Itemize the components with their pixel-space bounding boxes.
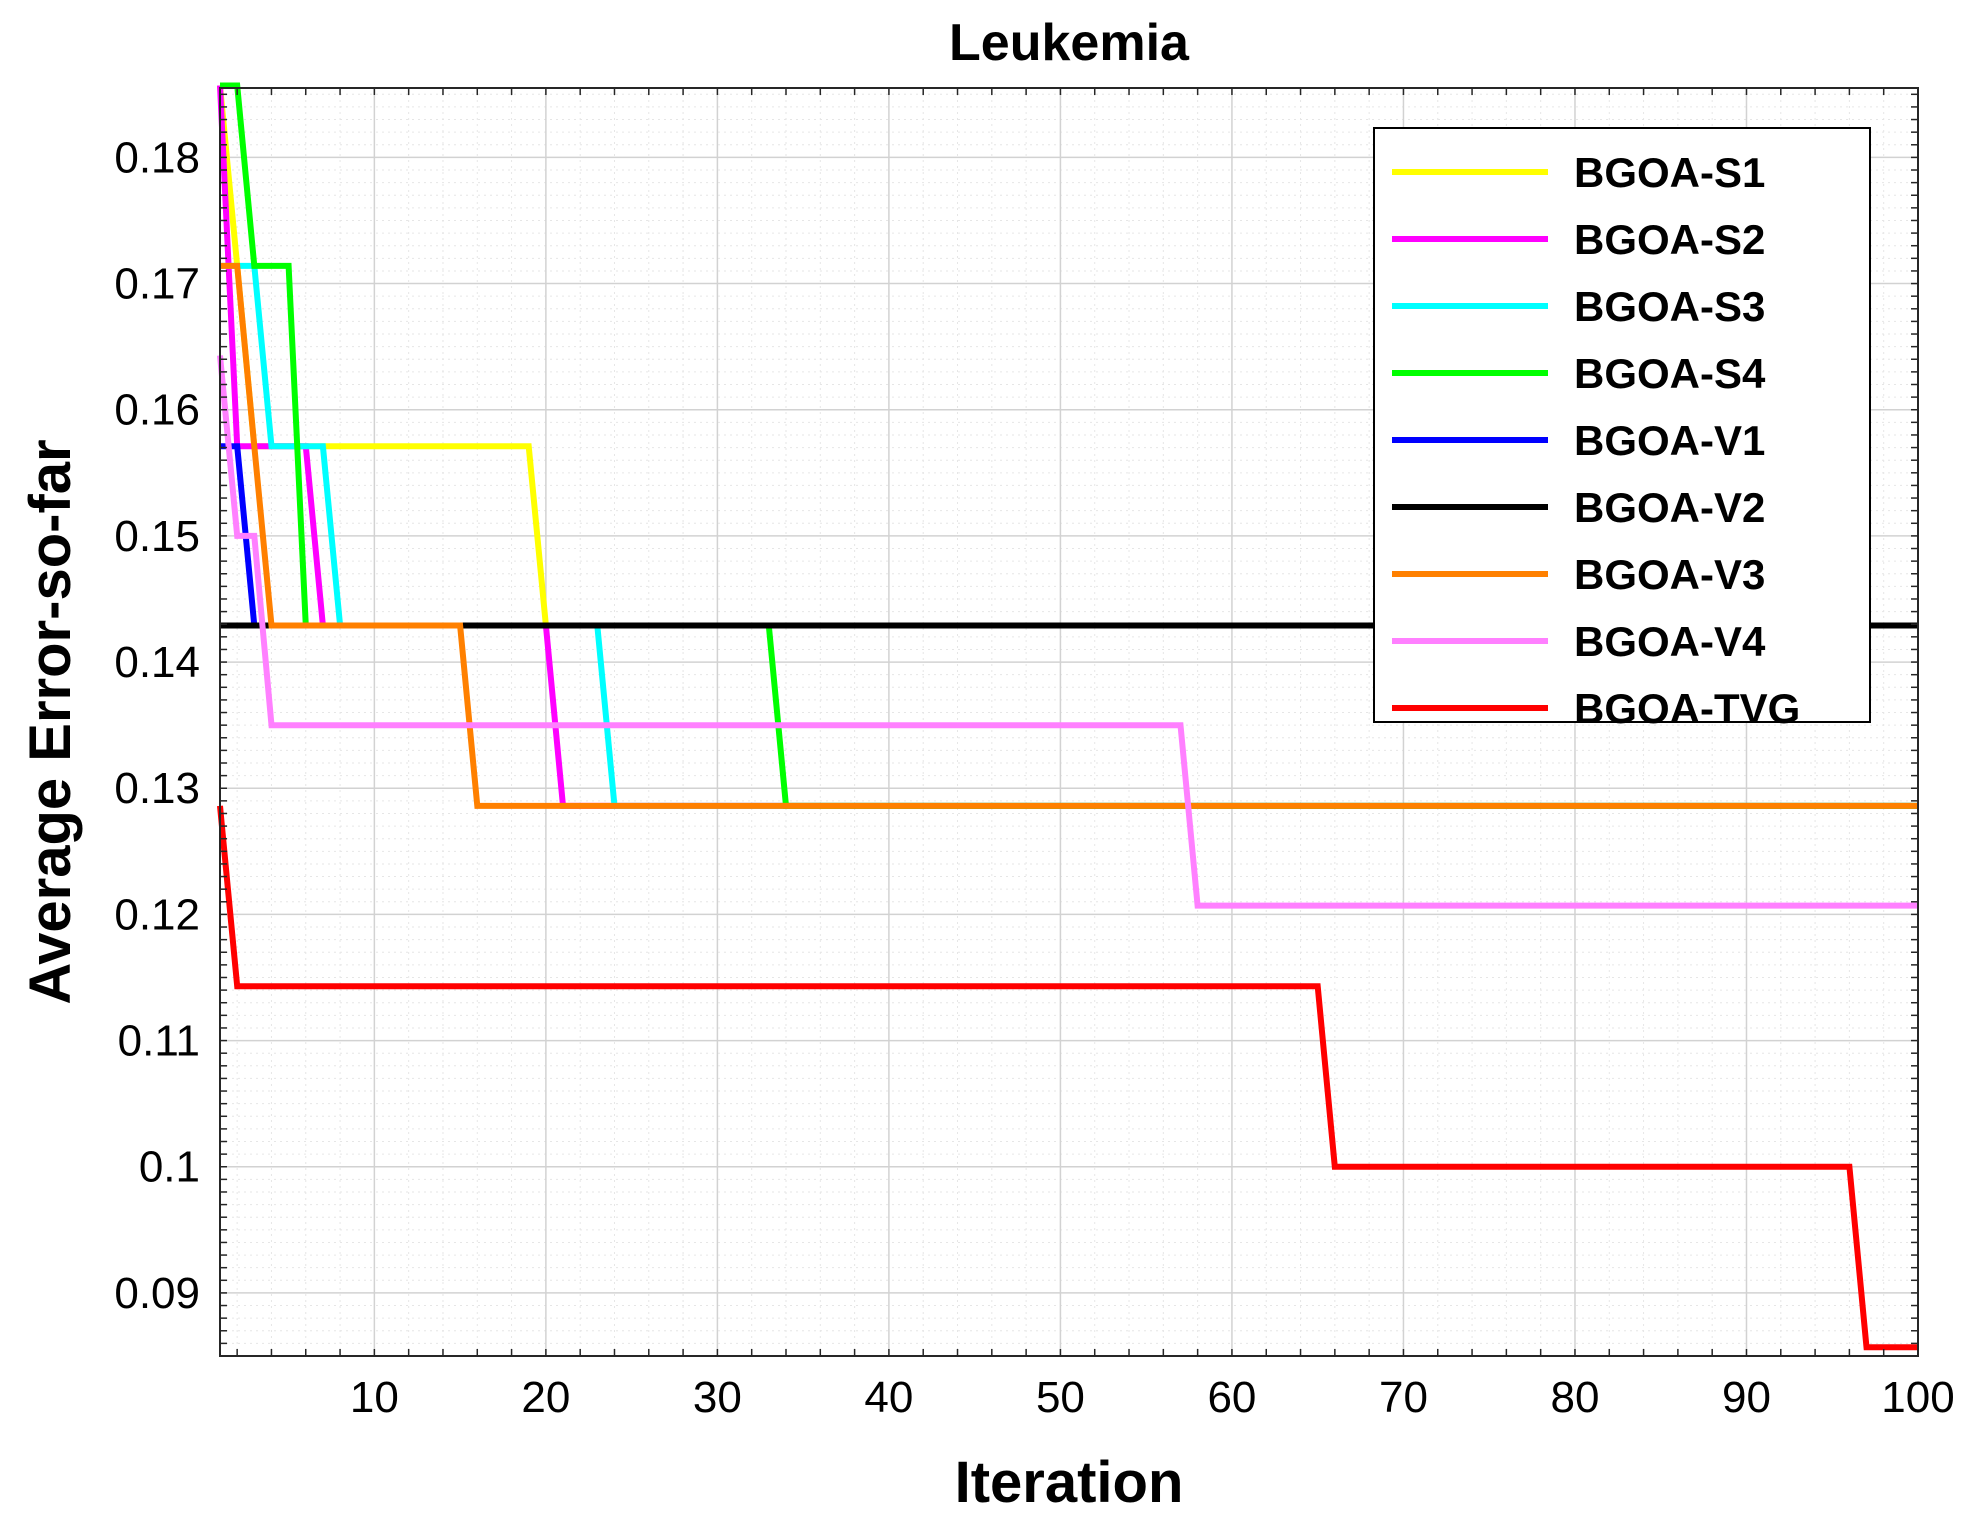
y-tick-label: 0.13 [114, 764, 200, 813]
legend-label-bgoa-v3: BGOA-V3 [1574, 551, 1765, 598]
x-tick-label: 80 [1550, 1373, 1599, 1422]
y-tick-label: 0.17 [114, 260, 200, 309]
y-tick-label: 0.1 [139, 1143, 200, 1192]
x-tick-label: 20 [521, 1373, 570, 1422]
legend: BGOA-S1 BGOA-S2 BGOA-S3 BGOA-S4 BGOA-V1 BGOA-… [1373, 127, 1871, 732]
series-line-bgoa-s3 [220, 262, 1918, 809]
chart-title: Leukemia [949, 14, 1190, 72]
legend-label-bgoa-s3: BGOA-S3 [1574, 283, 1765, 330]
legend-label-bgoa-v4: BGOA-V4 [1574, 618, 1766, 665]
series-line-bgoa-v3 [220, 262, 1918, 809]
y-tick-label: 0.15 [114, 512, 200, 561]
x-tick-label: 40 [864, 1373, 913, 1422]
y-tick-label: 0.12 [114, 890, 200, 939]
legend-label-bgoa-v1: BGOA-V1 [1574, 417, 1765, 464]
legend-label-bgoa-s2: BGOA-S2 [1574, 216, 1765, 263]
x-tick-label: 70 [1379, 1373, 1428, 1422]
series-line-bgoa-tvg [217, 805, 1918, 1351]
series-line-bgoa-v4 [217, 355, 1918, 909]
legend-label-bgoa-s1: BGOA-S1 [1574, 149, 1765, 196]
x-tick-label: 30 [693, 1373, 742, 1422]
legend-box [1373, 127, 1871, 723]
legend-label-bgoa-v2: BGOA-V2 [1574, 484, 1765, 531]
series-line-bgoa-s4 [220, 82, 1918, 809]
x-tick-label: 60 [1207, 1373, 1256, 1422]
x-tick-label: 90 [1722, 1373, 1771, 1422]
series-layer [217, 82, 1918, 1351]
x-tick-label: 100 [1881, 1373, 1954, 1422]
axes-box [219, 87, 1919, 1357]
legend-label-bgoa-s4: BGOA-S4 [1574, 350, 1766, 397]
y-tick-label: 0.16 [114, 386, 200, 435]
legend-label-bgoa-tvg: BGOA-TVG [1574, 685, 1800, 732]
y-tick-label: 0.18 [114, 133, 200, 182]
y-tick-label: 0.14 [114, 638, 200, 687]
y-tick-label: 0.09 [114, 1269, 200, 1318]
y-tick-label: 0.11 [118, 1017, 200, 1066]
x-axis-label: Iteration [955, 1450, 1184, 1515]
ticks: 10 20 30 40 50 60 70 80 90 100 0.09 0.1 0.11 0.12 0.13… [114, 88, 1955, 1422]
y-axis-label: Average Error-so-far [18, 439, 83, 1004]
x-tick-label: 10 [350, 1373, 399, 1422]
x-tick-label: 50 [1036, 1373, 1085, 1422]
